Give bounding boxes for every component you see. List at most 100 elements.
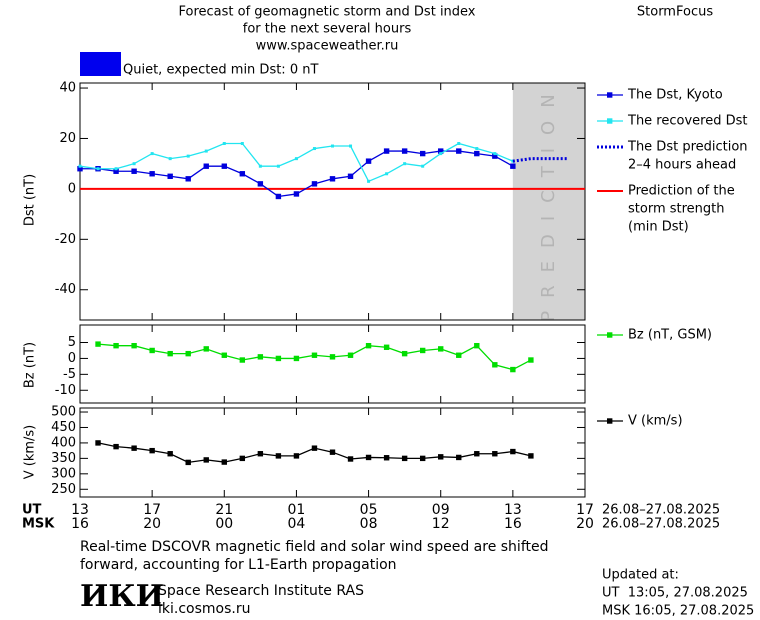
data-point xyxy=(329,176,336,182)
data-point xyxy=(95,341,101,347)
data-point xyxy=(293,191,300,197)
data-point xyxy=(221,352,227,358)
data-point xyxy=(492,153,498,159)
data-point xyxy=(293,355,300,362)
data-point xyxy=(311,181,318,187)
data-point xyxy=(131,445,137,451)
data-point xyxy=(493,152,497,156)
data-point xyxy=(149,171,155,177)
brand: StormFocus xyxy=(637,5,713,20)
status-text: Quiet, expected min Dst: 0 nT xyxy=(123,63,318,78)
y-tick-label: -20 xyxy=(55,232,76,247)
data-point xyxy=(383,148,390,154)
data-point xyxy=(275,453,282,459)
data-point xyxy=(421,164,425,168)
y-axis-label: V (km/s) xyxy=(23,425,38,480)
data-point xyxy=(311,445,318,451)
data-point xyxy=(240,142,244,146)
data-point xyxy=(311,352,318,358)
data-point xyxy=(257,354,264,360)
data-point xyxy=(365,342,372,349)
data-point xyxy=(275,193,282,200)
legend-marker xyxy=(607,92,613,98)
note-line: forward, accounting for L1-Earth propaga… xyxy=(80,557,397,573)
data-point xyxy=(419,150,426,157)
data-point xyxy=(401,350,408,357)
data-point xyxy=(456,454,462,461)
data-point xyxy=(293,453,300,459)
data-point xyxy=(221,459,227,465)
x-tick-label: 17 xyxy=(576,502,594,518)
data-point xyxy=(113,342,119,349)
data-point xyxy=(329,354,336,360)
legend-text: (min Dst) xyxy=(628,220,689,235)
plot-frame xyxy=(79,407,586,498)
data-point xyxy=(365,454,372,461)
x-tick-label: 12 xyxy=(432,516,450,532)
data-point xyxy=(403,162,407,166)
x-tick-label: 01 xyxy=(288,502,306,518)
legend-text: The recovered Dst xyxy=(627,114,747,129)
data-point xyxy=(77,166,83,172)
data-point xyxy=(222,142,226,146)
updated-line: UT 13:05, 27.08.2025 xyxy=(602,586,748,601)
x-tick-label: 16 xyxy=(504,516,522,532)
data-point xyxy=(457,142,461,146)
data-point xyxy=(510,163,516,169)
data-point xyxy=(239,455,246,462)
data-point xyxy=(438,346,444,352)
legend-marker xyxy=(607,332,613,338)
data-point xyxy=(401,148,408,154)
y-tick-label: -5 xyxy=(63,367,76,382)
data-point xyxy=(419,347,426,354)
data-point xyxy=(456,148,462,154)
x-tick-label: 16 xyxy=(71,516,89,532)
prediction-label: PREDICTION xyxy=(538,81,559,321)
data-point xyxy=(510,366,516,373)
y-tick-label: 450 xyxy=(51,420,76,435)
data-point xyxy=(96,167,100,171)
data-point xyxy=(367,179,371,183)
data-point xyxy=(149,347,155,354)
x-tick-label: 21 xyxy=(215,502,233,518)
data-point xyxy=(347,352,354,358)
data-point xyxy=(401,455,408,462)
data-point xyxy=(167,350,173,357)
data-point xyxy=(114,167,118,171)
data-point xyxy=(221,163,227,169)
x-row-range: 26.08–27.08.2025 xyxy=(602,503,720,518)
updated-line: MSK 16:05, 27.08.2025 xyxy=(602,604,754,619)
data-point xyxy=(78,164,82,168)
data-point xyxy=(167,173,173,179)
y-axis-label: Bz (nT) xyxy=(23,342,38,388)
data-point xyxy=(528,357,534,363)
y-tick-label: 40 xyxy=(59,81,76,96)
data-point xyxy=(185,350,191,357)
data-point xyxy=(275,355,282,362)
data-point xyxy=(95,440,101,446)
legend-text: The Dst prediction xyxy=(627,140,748,155)
data-point xyxy=(528,453,534,459)
data-point xyxy=(257,451,264,457)
data-point xyxy=(204,149,208,153)
y-tick-label: 500 xyxy=(51,405,76,420)
y-tick-label: -40 xyxy=(55,282,76,297)
data-point xyxy=(113,168,119,174)
y-tick-label: 250 xyxy=(51,482,76,497)
title-line: www.spaceweather.ru xyxy=(256,39,399,54)
legend-text: V (km/s) xyxy=(628,414,683,429)
x-row-label: MSK xyxy=(22,517,55,532)
x-row-range: 26.08–27.08.2025 xyxy=(602,517,720,532)
data-point xyxy=(419,455,426,462)
x-tick-label: 09 xyxy=(432,502,450,518)
data-point xyxy=(438,148,444,154)
y-tick-label: 20 xyxy=(59,131,76,146)
data-point xyxy=(474,342,480,349)
series-line xyxy=(512,157,567,163)
data-point xyxy=(438,454,444,460)
data-point xyxy=(150,152,154,156)
title-line: for the next several hours xyxy=(243,22,412,37)
prediction-region xyxy=(512,83,585,320)
data-point xyxy=(456,352,462,358)
